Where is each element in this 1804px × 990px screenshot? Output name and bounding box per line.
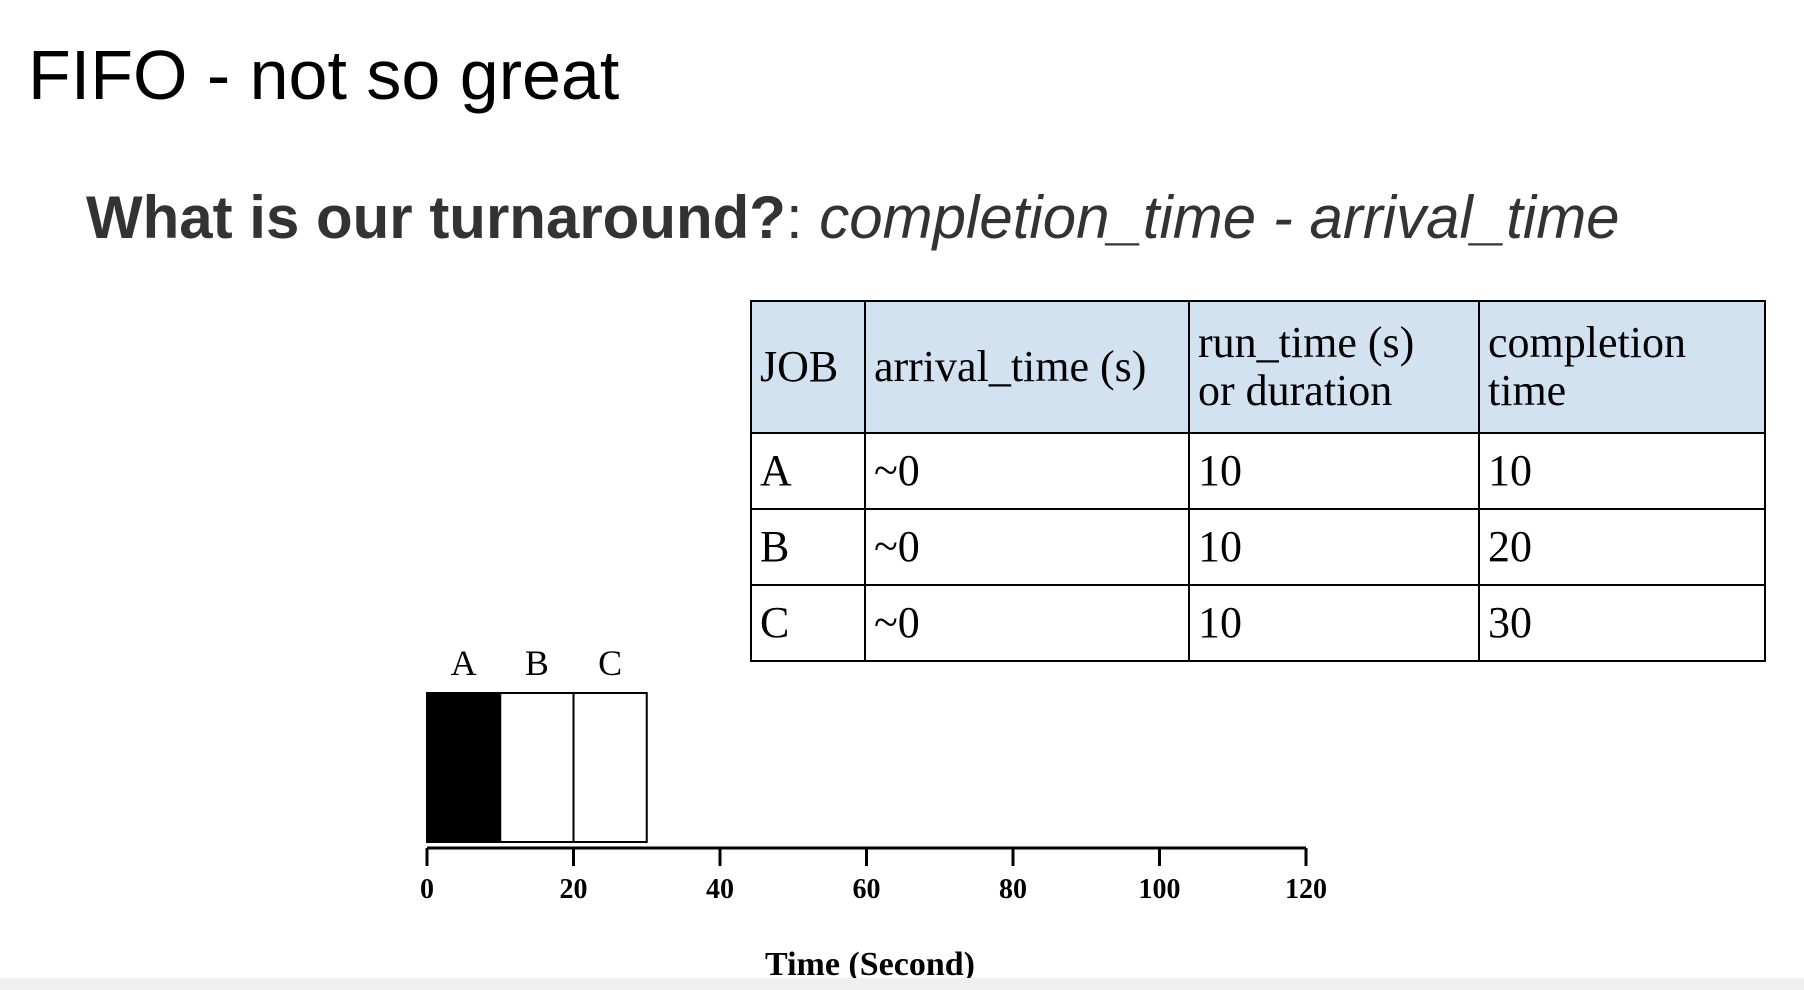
bottom-bar <box>0 978 1804 990</box>
cell-run: 10 <box>1188 584 1480 662</box>
job-bar-b <box>499 692 575 843</box>
x-tick-label: 40 <box>706 874 734 905</box>
header-completion-time: completion time <box>1478 300 1766 434</box>
cell-completion: 30 <box>1478 584 1766 662</box>
x-tick-label: 0 <box>420 874 434 905</box>
cell-job: B <box>750 508 866 586</box>
cell-arrival: ~0 <box>864 432 1190 510</box>
cell-arrival: ~0 <box>864 508 1190 586</box>
cell-arrival: ~0 <box>864 584 1190 662</box>
job-label-c: C <box>598 643 622 683</box>
cell-job: A <box>750 432 866 510</box>
table-row: B ~0 10 20 <box>750 508 1766 586</box>
table-row: C ~0 10 30 <box>750 584 1766 662</box>
x-tick-label: 60 <box>853 874 881 905</box>
table-header-row: JOB arrival_time (s) run_time (s) or dura… <box>750 300 1766 434</box>
x-tick-label: 80 <box>999 874 1027 905</box>
x-tick-label: 20 <box>560 874 588 905</box>
slide-title: FIFO - not so great <box>28 36 620 114</box>
x-axis-title: Time (Second) <box>765 946 975 978</box>
turnaround-question: What is our turnaround? <box>86 184 786 251</box>
subtitle-separator: : <box>785 184 820 251</box>
slide-subtitle: What is our turnaround?: completion_time… <box>86 188 1620 248</box>
cell-job: C <box>750 584 866 662</box>
cell-completion: 10 <box>1478 432 1766 510</box>
jobs-table: JOB arrival_time (s) run_time (s) or dura… <box>750 300 1766 662</box>
header-arrival-time: arrival_time (s) <box>864 300 1190 434</box>
cell-run: 10 <box>1188 508 1480 586</box>
job-label-a: A <box>451 643 477 683</box>
header-job: JOB <box>750 300 866 434</box>
cell-run: 10 <box>1188 432 1480 510</box>
turnaround-formula: completion_time - arrival_time <box>819 184 1620 251</box>
x-tick-label: 120 <box>1285 874 1327 905</box>
job-bar-c <box>572 692 648 843</box>
job-label-b: B <box>525 643 549 683</box>
table-row: A ~0 10 10 <box>750 432 1766 510</box>
job-bar-a <box>426 692 502 843</box>
header-run-time: run_time (s) or duration <box>1188 300 1480 434</box>
cell-completion: 20 <box>1478 508 1766 586</box>
x-tick-label: 100 <box>1139 874 1181 905</box>
